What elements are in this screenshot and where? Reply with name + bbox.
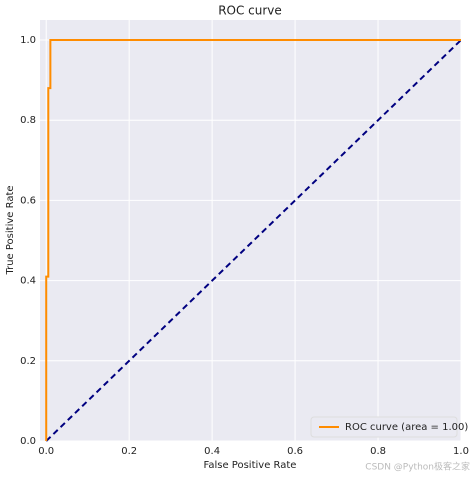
watermark: CSDN @Python极客之家	[365, 461, 470, 473]
y-tick-label: 0.4	[20, 276, 36, 287]
x-tick-label: 0.8	[370, 446, 386, 457]
legend-label: ROC curve (area = 1.00)	[345, 422, 468, 433]
x-tick-label: 0.2	[121, 446, 137, 457]
y-axis-label: True Positive Rate	[5, 185, 16, 275]
chart-title: ROC curve	[218, 4, 282, 18]
x-tick-label: 0.4	[204, 446, 220, 457]
x-axis-label: False Positive Rate	[204, 460, 297, 471]
y-tick-label: 0.6	[20, 195, 36, 206]
line-series	[45, 39, 461, 441]
x-tick-label: 0.0	[38, 446, 54, 457]
line-series	[45, 39, 462, 442]
x-tick-label: 1.0	[453, 446, 469, 457]
x-tick-label: 0.6	[287, 446, 303, 457]
legend-box	[310, 416, 458, 438]
y-tick-label: 0.0	[20, 436, 36, 447]
y-tick-label: 1.0	[20, 35, 36, 46]
plot-area	[40, 20, 461, 441]
y-tick-label: 0.8	[20, 115, 36, 126]
y-tick-label: 0.2	[20, 356, 36, 367]
